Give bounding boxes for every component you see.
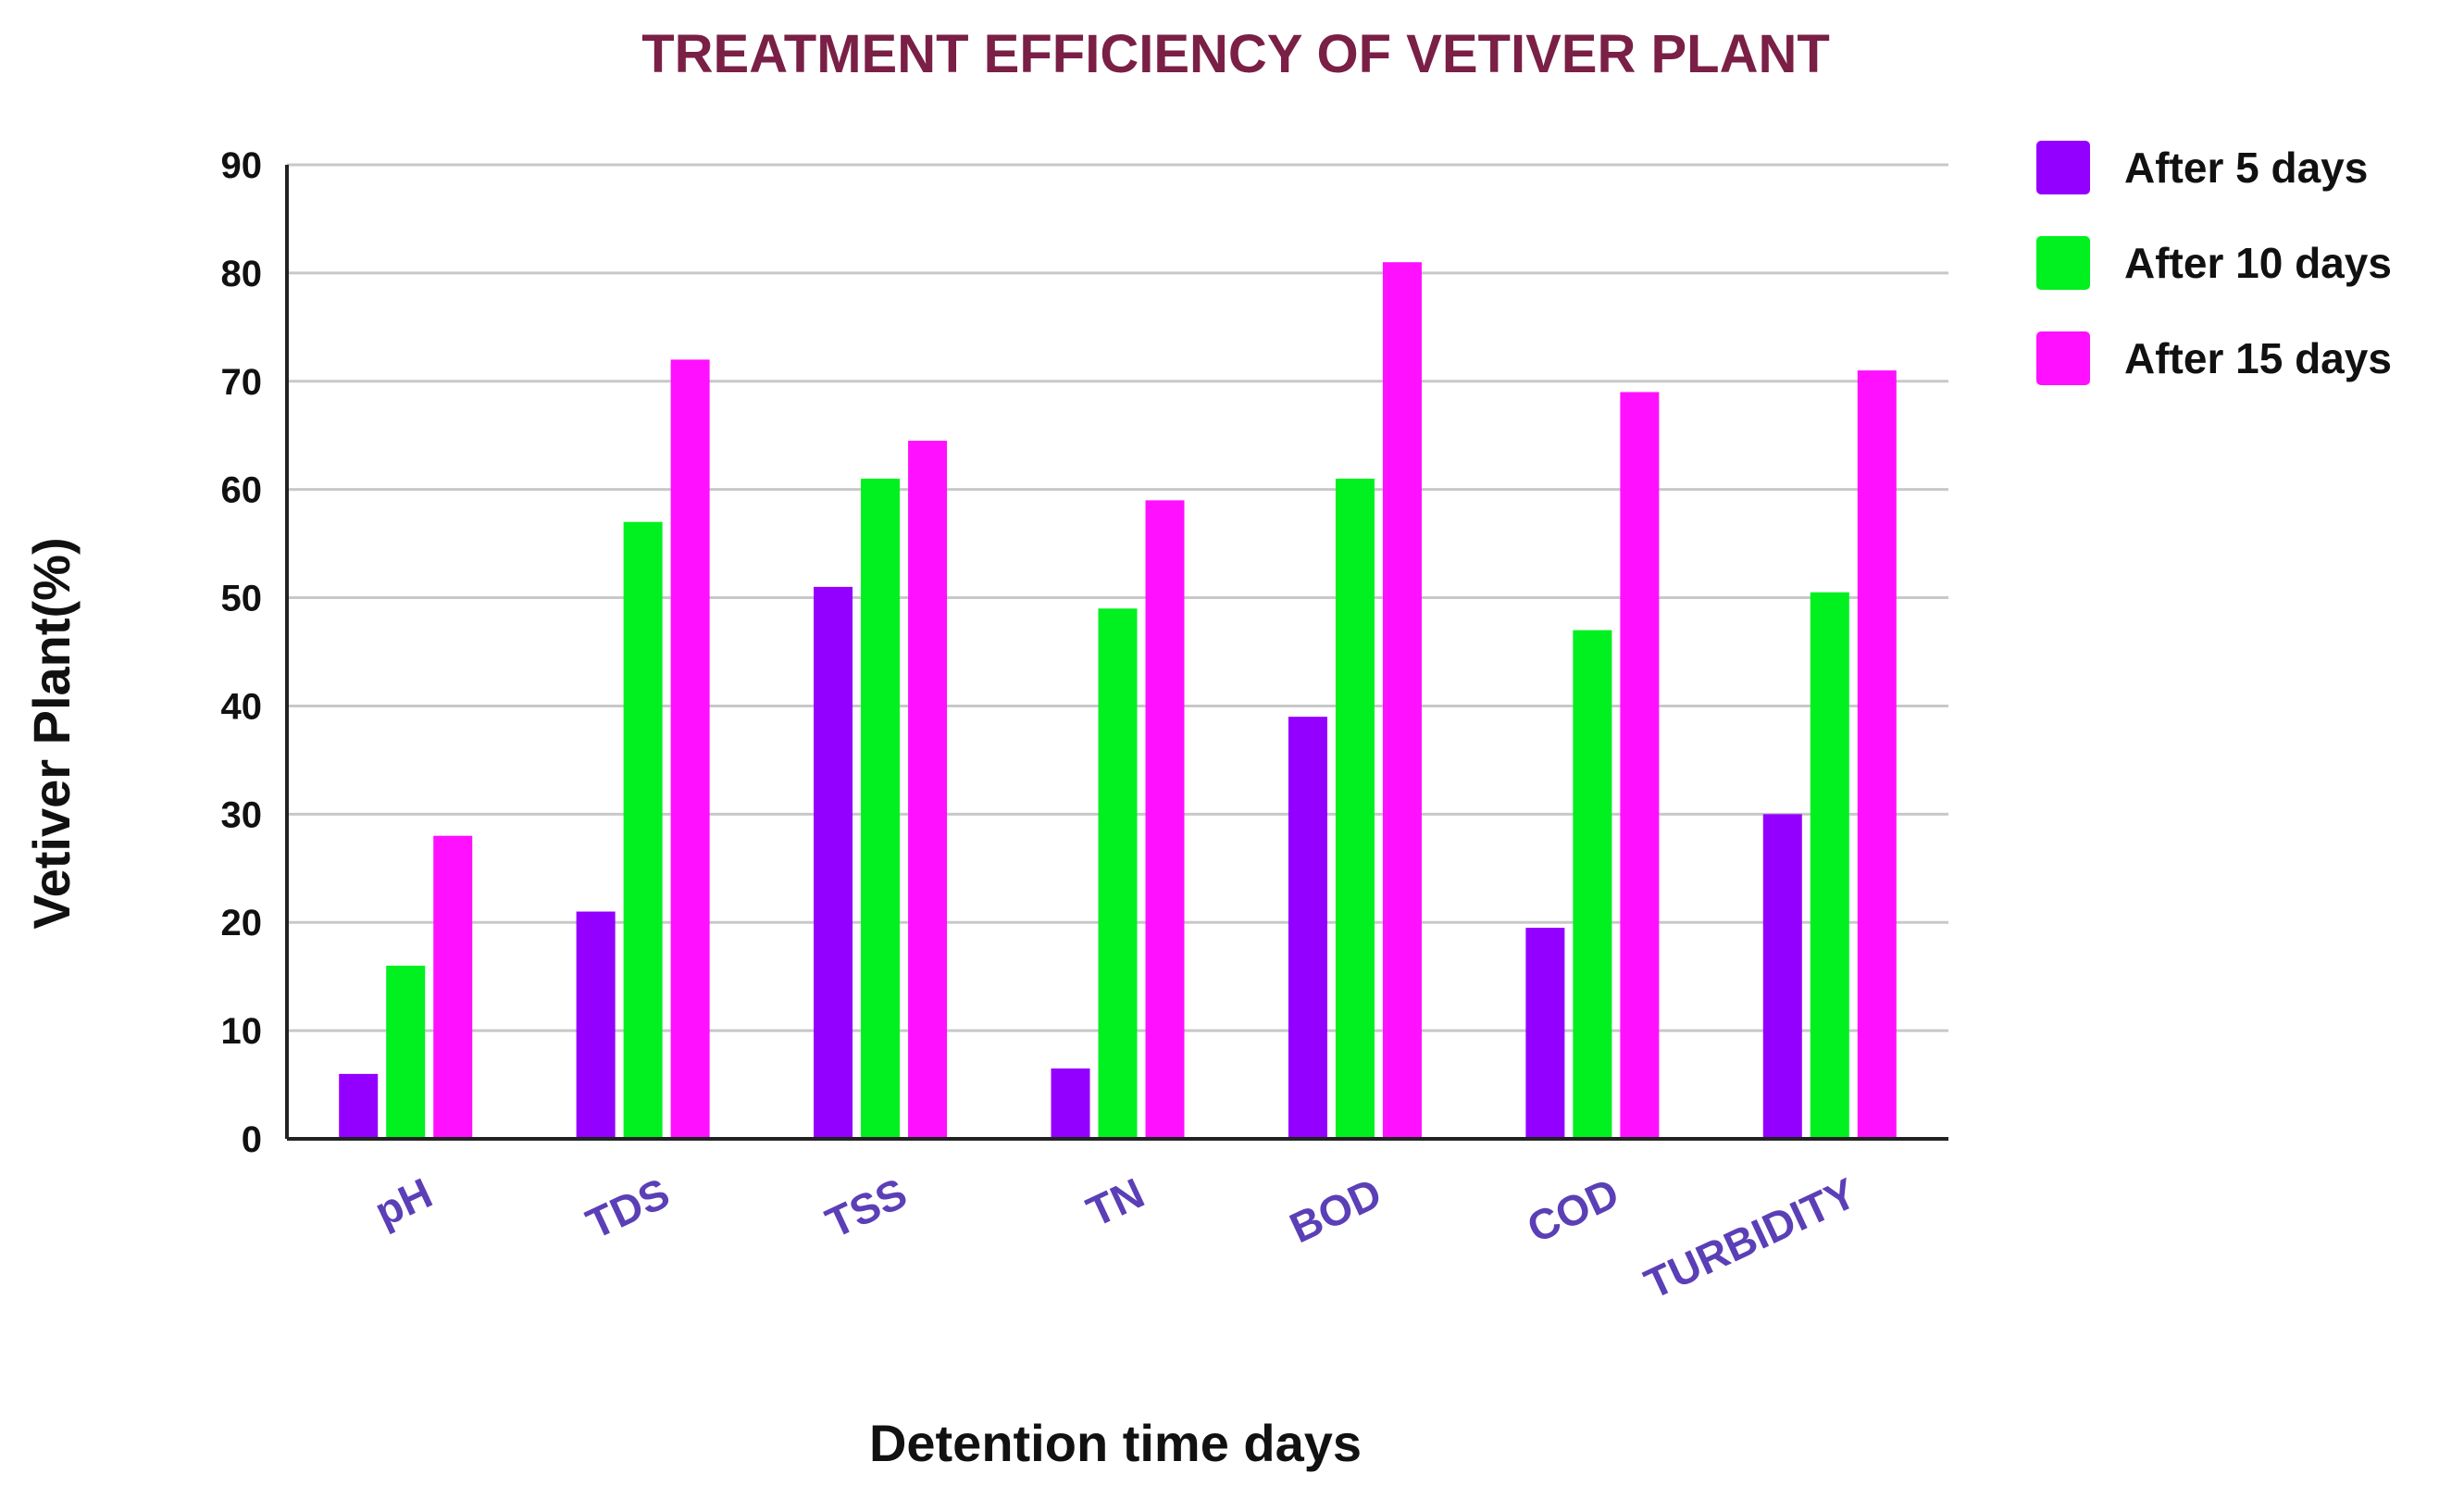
bar-tss-series-2 [861,478,901,1139]
legend-swatch [2036,141,2090,194]
bar-cod-series-1 [1525,928,1565,1139]
y-tick-label: 80 [221,254,263,294]
y-tick-label: 50 [221,579,263,619]
bar-cod-series-2 [1573,630,1612,1139]
bar-tds-series-1 [576,911,616,1139]
axes [285,165,1948,1141]
x-tick-label: TDS [579,1168,677,1248]
bar-tn-series-1 [1051,1068,1090,1139]
bar-ph-series-2 [386,965,426,1139]
bar-tds-series-3 [670,359,710,1139]
bar-tss-series-1 [814,586,853,1139]
x-tick-label: COD [1520,1168,1626,1252]
y-tick-labels: 0 10 20 30 40 50 60 70 80 90 [221,145,263,1160]
bar-tss-series-3 [908,441,948,1140]
bar-bod-series-2 [1335,478,1375,1139]
legend-swatch [2036,236,2090,290]
x-axis-label: Detention time days [869,1414,1362,1472]
legend-label: After 15 days [2124,334,2392,382]
y-tick-label: 10 [221,1011,263,1052]
bar-ph-series-1 [339,1073,379,1139]
bar-turbidity-series-3 [1857,370,1897,1140]
bar-tn-series-3 [1145,500,1185,1139]
x-tick-label: pH [367,1168,440,1236]
y-tick-label: 40 [221,686,263,727]
y-axis-label: Vetiver Plant(%) [22,537,81,929]
bars [339,262,1897,1140]
x-tick-label: TN [1079,1168,1151,1236]
chart-title: TREATMENT EFFICIENCY OF VETIVER PLANT [641,24,1830,84]
y-tick-label: 90 [221,145,263,186]
bar-bod-series-1 [1288,717,1327,1139]
y-tick-label: 70 [221,362,263,403]
bar-tn-series-2 [1098,608,1138,1139]
x-tick-label: TSS [818,1168,914,1247]
x-tick-labels: pH TDS TSS TN BOD COD TURBIDITY [367,1168,1863,1308]
bar-turbidity-series-2 [1810,592,1849,1139]
bar-turbidity-series-1 [1762,814,1802,1139]
y-tick-label: 60 [221,470,263,511]
x-tick-label: BOD [1283,1168,1389,1252]
gridlines [287,163,1948,1032]
legend-label: After 5 days [2124,144,2368,192]
legend: After 5 days After 10 days After 15 days [2036,141,2392,385]
bar-cod-series-3 [1620,392,1660,1139]
y-tick-label: 30 [221,794,263,835]
legend-swatch [2036,331,2090,385]
y-tick-label: 20 [221,903,263,943]
bar-bod-series-3 [1382,262,1422,1139]
bar-ph-series-3 [433,835,473,1139]
x-tick-label: TURBIDITY [1637,1168,1863,1308]
legend-label: After 10 days [2124,239,2392,287]
y-tick-label: 0 [242,1119,262,1160]
bar-tds-series-2 [623,521,663,1139]
